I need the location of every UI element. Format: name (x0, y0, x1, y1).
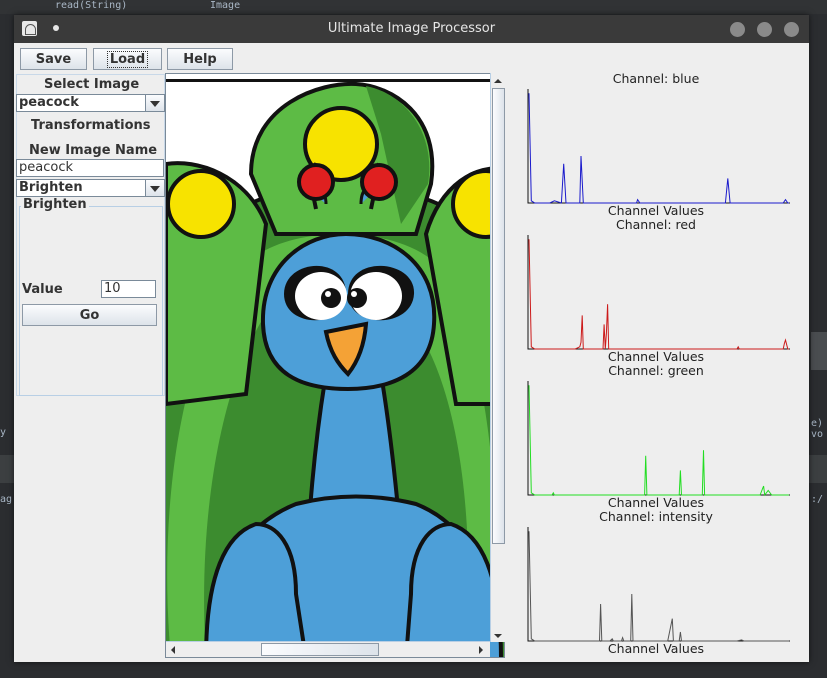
scroll-right-arrow-icon[interactable] (474, 642, 488, 656)
histogram-intensity-title: Channel: intensity (599, 509, 713, 524)
chevron-down-icon[interactable] (145, 180, 164, 196)
histogram-axes (527, 381, 790, 496)
background-type-text: Image (210, 0, 241, 11)
background-text-y: y (0, 427, 7, 438)
histogram-red-title: Channel: red (616, 217, 696, 232)
close-button[interactable] (784, 22, 799, 37)
help-button[interactable]: Help (167, 48, 233, 70)
histogram-blue-chart (527, 89, 790, 204)
background-side-widget (811, 332, 827, 370)
app-window: Ultimate Image Processor Save Load Help … (14, 15, 809, 662)
transformation-value: Brighten (19, 180, 83, 195)
histogram-blue-title: Channel: blue (612, 71, 700, 86)
histogram-red-chart (527, 235, 790, 350)
histogram-axes (527, 235, 790, 350)
vertical-scrollbar[interactable] (490, 73, 505, 642)
help-label: Help (183, 52, 217, 67)
window-title: Ultimate Image Processor (327, 21, 496, 36)
histogram-green-xlabel: Channel Values (607, 495, 705, 510)
minimize-button[interactable] (730, 22, 745, 37)
histogram-axes (527, 89, 790, 204)
histogram-series-line (528, 239, 789, 350)
arrow-left-icon (171, 646, 175, 654)
go-button[interactable]: Go (22, 304, 157, 326)
load-label: Load (106, 51, 149, 68)
transformation-dropdown[interactable]: Brighten (16, 179, 165, 197)
histogram-red-xlabel: Channel Values (607, 349, 705, 364)
app-icon (22, 21, 37, 36)
select-image-value: peacock (19, 95, 79, 110)
vertical-scroll-thumb[interactable] (492, 88, 505, 544)
scroll-up-arrow-icon[interactable] (491, 73, 505, 87)
background-text-vo: e) vo (811, 418, 824, 440)
chevron-down-icon[interactable] (145, 95, 164, 111)
peacock-image (166, 74, 504, 657)
new-image-name-input[interactable]: peacock (16, 159, 164, 177)
value-input[interactable]: 10 (101, 280, 156, 298)
background-method-text: read(String) (55, 0, 128, 11)
load-button[interactable]: Load (93, 48, 162, 70)
histogram-blue-xlabel: Channel Values (607, 203, 705, 218)
select-image-label: Select Image (44, 77, 140, 92)
scroll-left-arrow-icon[interactable] (166, 642, 180, 656)
go-label: Go (79, 308, 100, 323)
pin-icon[interactable] (53, 25, 59, 31)
background-text-colon: :/ (811, 494, 824, 505)
background-ide-strip (0, 0, 827, 14)
histogram-series-line (528, 385, 789, 497)
save-label: Save (35, 52, 72, 67)
horizontal-scroll-thumb[interactable] (261, 643, 379, 656)
value-label: Value (22, 282, 63, 297)
transformations-label: Transformations (31, 118, 151, 133)
background-text-ag: ag (0, 494, 13, 505)
brighten-panel-title: Brighten (21, 197, 89, 212)
brighten-panel (19, 206, 163, 396)
histogram-series-line (528, 531, 789, 642)
histogram-intensity-chart (527, 527, 790, 642)
histogram-intensity-xlabel: Channel Values (607, 641, 705, 656)
arrow-up-icon (494, 79, 502, 83)
histogram-green-title: Channel: green (608, 363, 704, 378)
histogram-axes (527, 527, 790, 642)
histogram-series-line (528, 93, 789, 204)
select-image-dropdown[interactable]: peacock (16, 94, 165, 112)
scroll-down-arrow-icon[interactable] (491, 628, 505, 642)
title-bar[interactable]: Ultimate Image Processor (14, 15, 809, 43)
arrow-down-icon (494, 634, 502, 638)
new-image-name-label: New Image Name (29, 143, 158, 158)
save-button[interactable]: Save (20, 48, 87, 70)
maximize-button[interactable] (757, 22, 772, 37)
horizontal-scrollbar[interactable] (166, 641, 490, 657)
histogram-green-chart (527, 381, 790, 497)
arrow-right-icon (479, 646, 483, 654)
image-viewport[interactable] (165, 73, 505, 658)
